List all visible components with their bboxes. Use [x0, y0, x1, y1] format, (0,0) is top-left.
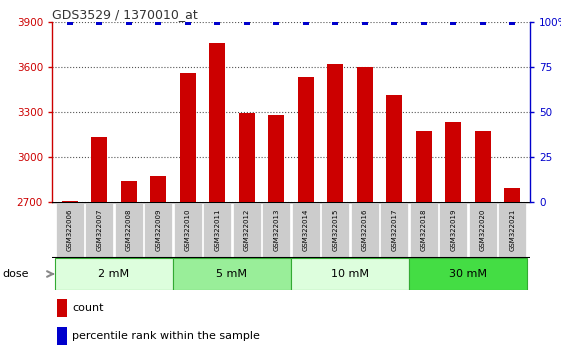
- Bar: [439, 203, 467, 257]
- Text: dose: dose: [2, 269, 29, 279]
- Text: GSM322017: GSM322017: [391, 209, 397, 251]
- Point: [390, 19, 399, 25]
- Bar: [209, 43, 226, 202]
- Text: GSM322006: GSM322006: [67, 209, 73, 251]
- Bar: [57, 327, 67, 345]
- Point: [95, 19, 104, 25]
- Point: [360, 19, 369, 25]
- Bar: [62, 201, 78, 202]
- Point: [65, 19, 74, 25]
- Bar: [386, 96, 402, 202]
- Text: 2 mM: 2 mM: [98, 269, 130, 279]
- Bar: [291, 258, 409, 290]
- Text: percentile rank within the sample: percentile rank within the sample: [72, 331, 260, 341]
- Text: GSM322008: GSM322008: [126, 209, 132, 251]
- Text: GSM322020: GSM322020: [480, 209, 486, 251]
- Bar: [180, 73, 196, 202]
- Text: count: count: [72, 303, 104, 313]
- Bar: [121, 181, 137, 202]
- Bar: [468, 203, 497, 257]
- Text: GSM322015: GSM322015: [332, 209, 338, 251]
- Bar: [475, 131, 491, 202]
- Bar: [410, 203, 438, 257]
- Bar: [173, 258, 291, 290]
- Text: 30 mM: 30 mM: [449, 269, 487, 279]
- Point: [242, 19, 251, 25]
- Bar: [114, 203, 143, 257]
- Point: [124, 19, 133, 25]
- Point: [272, 19, 280, 25]
- Text: GSM322007: GSM322007: [96, 209, 102, 251]
- Bar: [268, 115, 284, 202]
- Bar: [57, 299, 67, 317]
- Text: GDS3529 / 1370010_at: GDS3529 / 1370010_at: [52, 8, 197, 21]
- Point: [449, 19, 458, 25]
- Bar: [203, 203, 231, 257]
- Point: [154, 19, 163, 25]
- Text: GSM322018: GSM322018: [421, 209, 427, 251]
- Text: GSM322011: GSM322011: [214, 209, 220, 251]
- Bar: [357, 67, 373, 202]
- Bar: [416, 131, 432, 202]
- Text: 5 mM: 5 mM: [217, 269, 247, 279]
- Point: [479, 19, 488, 25]
- Bar: [498, 203, 526, 257]
- Bar: [262, 203, 291, 257]
- Text: GSM322009: GSM322009: [155, 209, 161, 251]
- Bar: [327, 64, 343, 202]
- Bar: [409, 258, 527, 290]
- Bar: [321, 203, 350, 257]
- Text: 10 mM: 10 mM: [331, 269, 369, 279]
- Text: GSM322021: GSM322021: [509, 209, 516, 251]
- Point: [213, 19, 222, 25]
- Bar: [351, 203, 379, 257]
- Bar: [150, 177, 166, 202]
- Point: [301, 19, 310, 25]
- Text: GSM322014: GSM322014: [303, 209, 309, 251]
- Text: GSM322012: GSM322012: [243, 209, 250, 251]
- Text: GSM322016: GSM322016: [362, 209, 368, 251]
- Bar: [55, 258, 173, 290]
- Text: GSM322010: GSM322010: [185, 209, 191, 251]
- Text: GSM322019: GSM322019: [450, 209, 456, 251]
- Bar: [56, 203, 84, 257]
- Point: [331, 19, 340, 25]
- Bar: [298, 78, 314, 202]
- Point: [419, 19, 428, 25]
- Bar: [85, 203, 113, 257]
- Bar: [380, 203, 408, 257]
- Point: [183, 19, 192, 25]
- Bar: [233, 203, 261, 257]
- Bar: [445, 122, 461, 202]
- Bar: [173, 203, 202, 257]
- Bar: [238, 114, 255, 202]
- Bar: [91, 137, 107, 202]
- Text: GSM322013: GSM322013: [273, 209, 279, 251]
- Bar: [504, 188, 521, 202]
- Bar: [292, 203, 320, 257]
- Bar: [144, 203, 172, 257]
- Point: [508, 19, 517, 25]
